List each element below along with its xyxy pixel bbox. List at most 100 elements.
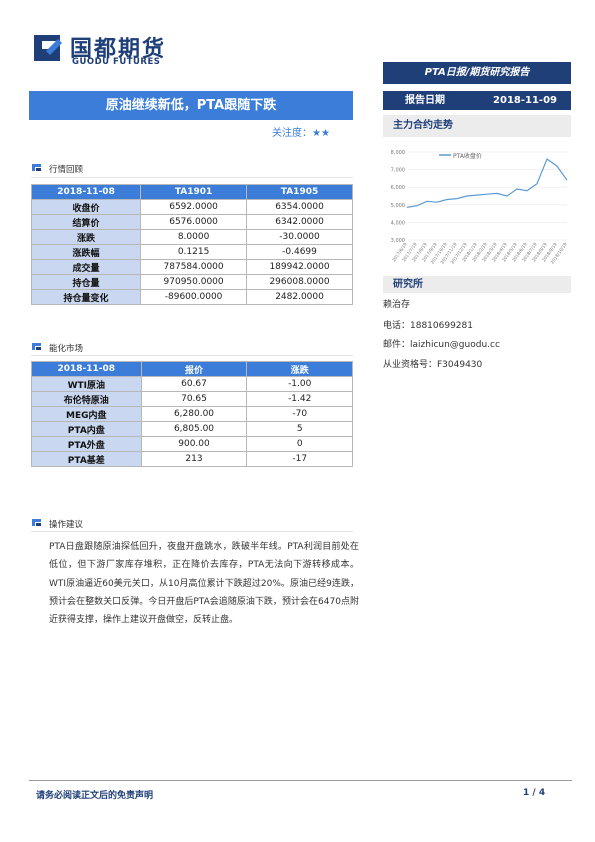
cell-value: 6342.0000 xyxy=(246,214,353,230)
legend-label: PTA收盘价 xyxy=(453,152,482,160)
row-label: 结算价 xyxy=(30,214,142,230)
section-title-energy-chem: 能化市场 xyxy=(49,344,84,354)
advice-paragraph: PTA日盘跟随原油探低回升，夜盘开盘跳水，跌破半年线。PTA利润目前处在低位，但… xyxy=(49,542,359,626)
cell-value: 70.65 xyxy=(140,391,248,407)
cell-value: 6,280.00 xyxy=(140,406,248,422)
cell-value: 0.1215 xyxy=(140,244,248,260)
cell-value: 6354.0000 xyxy=(246,199,353,215)
chart-y-tick-label: 3,000 xyxy=(391,238,405,244)
report-date-value: 2018-11-09 xyxy=(493,95,557,106)
table-row: 布伦特原油 70.65 -1.42 xyxy=(31,391,353,407)
report-date-label: 报告日期 xyxy=(405,95,445,106)
energy-chem-table: 2018-11-08 报价 涨跌 WTI原油 60.67 -1.00 布伦特原油 70.… xyxy=(31,361,353,467)
logo-icon xyxy=(34,35,62,61)
section-bullet-icon xyxy=(32,519,41,526)
table-row: 收盘价 6592.0000 6354.0000 xyxy=(30,199,353,215)
table-row: 成交量 787584.0000 189942.0000 xyxy=(30,259,353,275)
analyst-license: 从业资格号：F3049430 xyxy=(383,360,483,370)
cell-value: 189942.0000 xyxy=(246,259,353,275)
market-review-table: 2018-11-08 TA1901 TA1905 收盘价 6592.0000 635… xyxy=(30,184,353,305)
section-title-advice: 操作建议 xyxy=(49,520,84,530)
row-label: PTA基差 xyxy=(31,451,142,467)
cell-value: 787584.0000 xyxy=(140,259,248,275)
cell-value: -17 xyxy=(246,451,353,467)
report-date-bar: 报告日期 2018-11-09 xyxy=(383,91,571,110)
table-row: 持仓量变化 -89600.0000 2482.0000 xyxy=(30,289,353,305)
chart-legend: PTA收盘价 xyxy=(439,152,482,160)
chart-y-tick-label: 8,000 xyxy=(391,150,405,156)
cell-value: 5 xyxy=(246,421,353,437)
table-header-change: 涨跌 xyxy=(246,361,353,377)
table-header-date: 2018-11-08 xyxy=(30,184,142,200)
logo-text-cn: 国都期货 xyxy=(70,37,167,62)
row-label: 成交量 xyxy=(30,259,142,275)
chart-y-tick-label: 7,000 xyxy=(391,168,405,174)
row-label: WTI原油 xyxy=(31,376,142,392)
chart-y-tick-label: 6,000 xyxy=(391,185,405,191)
section-divider xyxy=(31,531,353,532)
table-row: PTA外盘 900.00 0 xyxy=(31,436,353,452)
row-label: MEG内盘 xyxy=(31,406,142,422)
chart-y-tick-label: 4,000 xyxy=(391,220,405,226)
cell-value: 2482.0000 xyxy=(246,289,353,305)
disclaimer-link[interactable]: 请务必阅读正文后的免责声明 xyxy=(36,791,154,801)
section-title-market-review: 行情回顾 xyxy=(49,165,84,175)
table-header-date: 2018-11-08 xyxy=(31,361,142,377)
row-label: 持仓量变化 xyxy=(30,289,142,305)
cell-value: 0 xyxy=(246,436,353,452)
cell-value: -70 xyxy=(246,406,353,422)
focus-rating: 关注度：★★ xyxy=(272,128,330,139)
table-header-row: 2018-11-08 TA1901 TA1905 xyxy=(30,184,353,200)
page-number: 1 / 4 xyxy=(523,788,546,798)
logo-text-en: GUODU FUTURES xyxy=(72,57,161,67)
cell-value: 296008.0000 xyxy=(246,274,353,290)
table-header-ta1901: TA1901 xyxy=(140,184,248,200)
table-header-ta1905: TA1905 xyxy=(246,184,353,200)
table-row: PTA基差 213 -17 xyxy=(31,451,353,467)
row-label: 收盘价 xyxy=(30,199,142,215)
report-type-banner: PTA日报/期货研究报告 xyxy=(383,62,571,84)
cell-value: 6576.0000 xyxy=(140,214,248,230)
chart-series-line xyxy=(406,158,568,208)
table-row: 结算价 6576.0000 6342.0000 xyxy=(30,214,353,230)
cell-value: 6,805.00 xyxy=(140,421,248,437)
cell-value: -89600.0000 xyxy=(140,289,248,305)
row-label: PTA内盘 xyxy=(31,421,142,437)
section-divider xyxy=(31,355,353,356)
cell-value: -1.00 xyxy=(246,376,353,392)
row-label: 涨跌 xyxy=(30,229,142,245)
row-label: 涨跌幅 xyxy=(30,244,142,260)
analyst-name: 赖治存 xyxy=(383,300,411,310)
cell-value: -0.4699 xyxy=(246,244,353,260)
cell-value: 60.67 xyxy=(140,376,248,392)
report-title: 原油继续新低，PTA跟随下跌 xyxy=(29,91,353,120)
cell-value: 6592.0000 xyxy=(140,199,248,215)
main-trend-heading: 主力合约走势 xyxy=(383,115,571,137)
cell-value: -30.0000 xyxy=(246,229,353,245)
table-row: PTA内盘 6,805.00 5 xyxy=(31,421,353,437)
row-label: 布伦特原油 xyxy=(31,391,142,407)
table-row: 涨跌 8.0000 -30.0000 xyxy=(30,229,353,245)
section-divider xyxy=(31,177,353,178)
research-dept-label: 研究所 xyxy=(383,276,571,293)
cell-value: 213 xyxy=(140,451,248,467)
table-row: 涨跌幅 0.1215 -0.4699 xyxy=(30,244,353,260)
chart-y-tick-label: 5,000 xyxy=(391,203,405,209)
section-bullet-icon xyxy=(32,164,41,171)
table-header-row: 2018-11-08 报价 涨跌 xyxy=(31,361,353,377)
table-row: WTI原油 60.67 -1.00 xyxy=(31,376,353,392)
table-row: MEG内盘 6,280.00 -70 xyxy=(31,406,353,422)
analyst-email: 邮件：laizhicun@guodu.cc xyxy=(383,340,500,350)
table-row: 持仓量 970950.0000 296008.0000 xyxy=(30,274,353,290)
section-bullet-icon xyxy=(32,343,41,350)
table-header-price: 报价 xyxy=(140,361,248,377)
cell-value: 900.00 xyxy=(140,436,248,452)
cell-value: 8.0000 xyxy=(140,229,248,245)
analyst-phone: 电话：18810699281 xyxy=(383,321,473,331)
cell-value: -1.42 xyxy=(246,391,353,407)
row-label: 持仓量 xyxy=(30,274,142,290)
row-label: PTA外盘 xyxy=(31,436,142,452)
footer-divider xyxy=(29,780,572,781)
cell-value: 970950.0000 xyxy=(140,274,248,290)
